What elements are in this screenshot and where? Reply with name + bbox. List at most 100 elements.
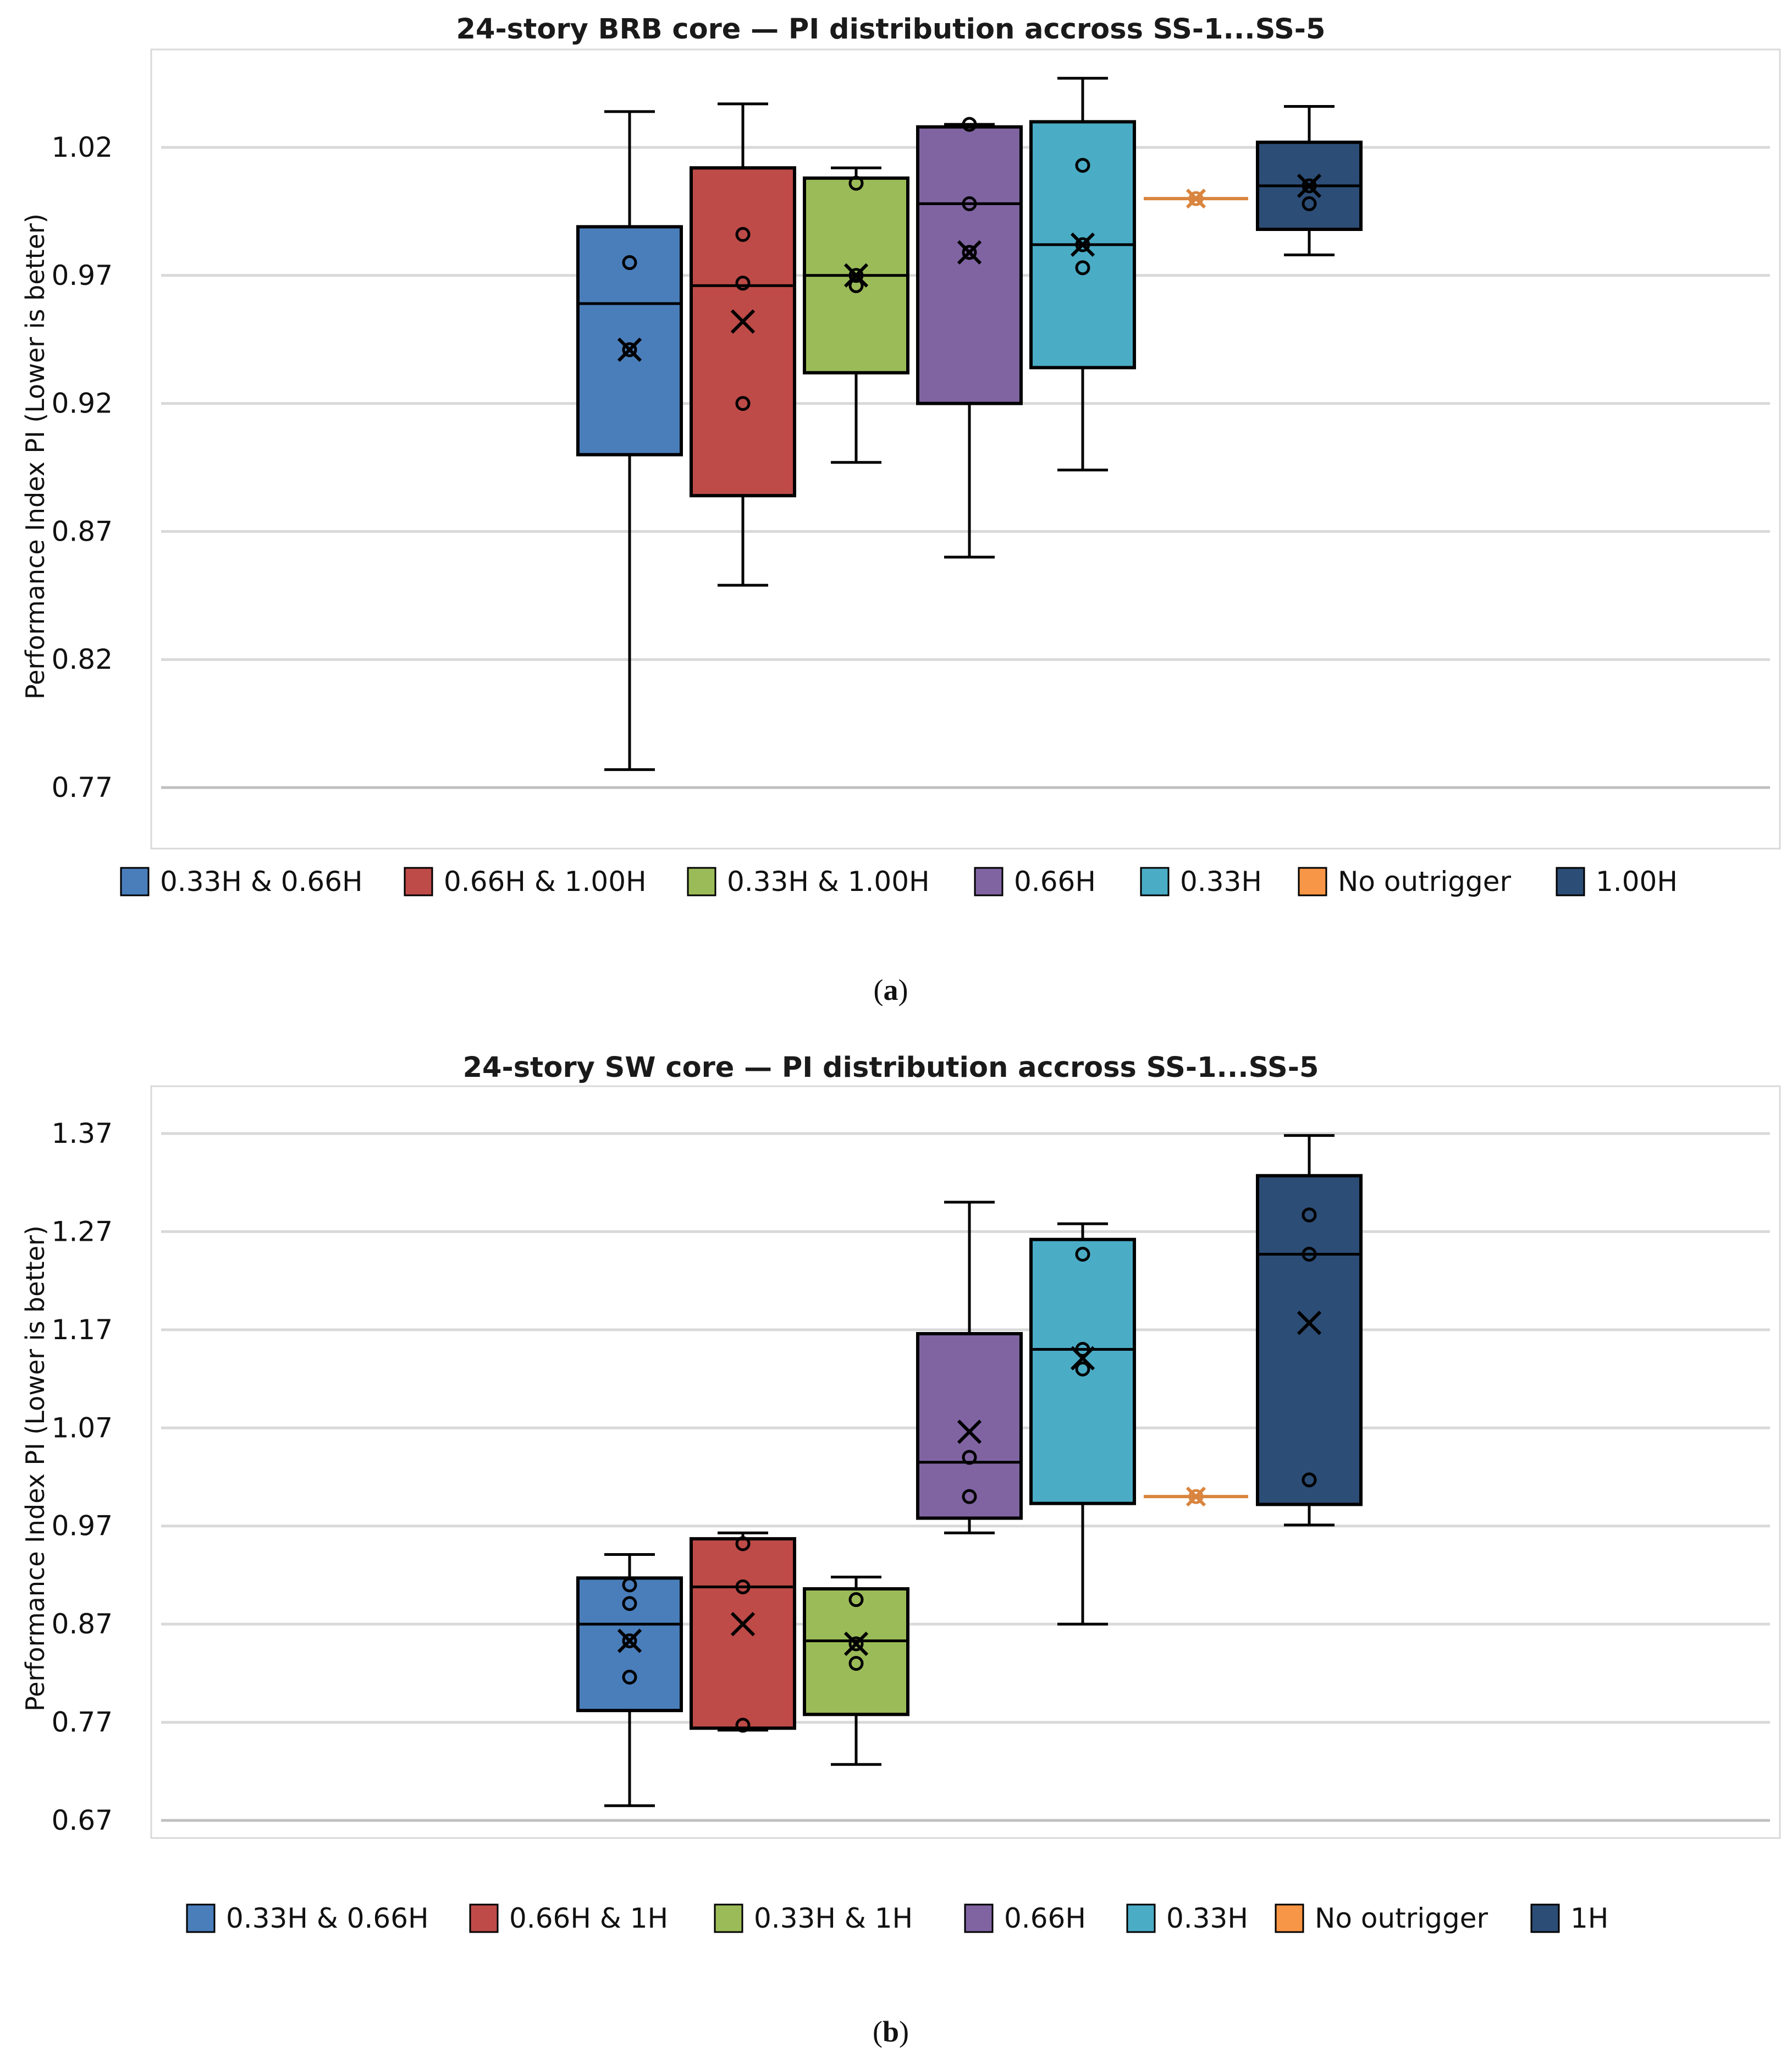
data-point xyxy=(735,1579,751,1594)
data-point xyxy=(962,196,977,211)
legend-label: 0.66H xyxy=(1014,866,1096,898)
legend-label: No outrigger xyxy=(1315,1902,1488,1934)
caption-b: (b) xyxy=(873,2015,909,2048)
data-point xyxy=(962,1450,977,1465)
legend-swatch xyxy=(1298,867,1327,896)
data-point xyxy=(1302,1207,1317,1223)
chart-title-b: 24-story SW core — PI distribution accro… xyxy=(463,1052,1319,1084)
mean-marker xyxy=(843,263,869,288)
legend-swatch xyxy=(964,1903,994,1933)
mean-marker xyxy=(1297,173,1322,198)
plot-frame-a xyxy=(150,48,1781,850)
y-tick-label: 0.77 xyxy=(52,1707,113,1738)
y-tick-label: 1.37 xyxy=(52,1118,113,1149)
data-point xyxy=(735,396,751,411)
data-point xyxy=(848,268,864,283)
box-0-66h xyxy=(916,117,1023,559)
data-point xyxy=(622,255,637,271)
legend-label: No outrigger xyxy=(1338,866,1511,898)
caption-a: (a) xyxy=(874,973,908,1006)
box-body xyxy=(690,166,796,498)
legend-item: 0.66H xyxy=(964,1902,1086,1934)
box-0-33h-1-00h xyxy=(803,166,909,464)
y-tick-label: 1.17 xyxy=(52,1314,113,1346)
box-body xyxy=(803,1587,909,1716)
data-point xyxy=(1075,158,1090,173)
legend-item: 1H xyxy=(1530,1902,1608,1934)
data-point xyxy=(622,1577,637,1593)
data-point xyxy=(735,227,751,242)
legend-item: 1.00H xyxy=(1556,866,1678,898)
y-tick-label: 1.02 xyxy=(52,131,113,163)
chart-a: 24-story BRB core — PI distribution accr… xyxy=(20,13,1781,898)
box-0-33h xyxy=(1029,76,1136,472)
legend-label: 0.33H & 1.00H xyxy=(727,866,930,898)
mean-marker xyxy=(957,1419,982,1444)
legend-item: 0.33H xyxy=(1140,866,1262,898)
data-point xyxy=(1302,1472,1317,1488)
legend-item: 0.66H & 1.00H xyxy=(404,866,647,898)
data-point xyxy=(1075,260,1090,276)
legend-swatch xyxy=(186,1903,216,1933)
box-body xyxy=(1256,1174,1363,1506)
box-body xyxy=(916,1331,1023,1520)
legend-swatch xyxy=(1530,1903,1560,1933)
mean-marker xyxy=(957,240,982,265)
box-body xyxy=(1029,1237,1136,1505)
legend-item: No outrigger xyxy=(1298,866,1511,898)
mean-marker xyxy=(617,1628,642,1653)
mean-marker xyxy=(1297,1311,1322,1335)
legend-swatch xyxy=(714,1903,743,1933)
mean-marker xyxy=(1186,1487,1206,1507)
data-point xyxy=(622,1669,637,1685)
box-0-66h-1h xyxy=(690,1531,796,1733)
legend-swatch xyxy=(687,867,716,896)
mean-marker xyxy=(1186,188,1206,209)
plot-frame-b xyxy=(150,1085,1781,1839)
legend-label: 1H xyxy=(1570,1902,1608,1934)
box-body xyxy=(690,1537,796,1730)
legend-swatch xyxy=(974,867,1003,896)
legend-item: 0.33H & 1.00H xyxy=(687,866,930,898)
data-point xyxy=(962,117,977,132)
legend-label: 0.33H xyxy=(1180,866,1262,898)
box-no-outrigger xyxy=(1144,1487,1248,1507)
chart-title-a: 24-story BRB core — PI distribution accr… xyxy=(456,13,1326,46)
box-1-00h xyxy=(1256,105,1363,257)
legend-item: 0.33H xyxy=(1126,1902,1248,1934)
box-0-33h xyxy=(1029,1222,1136,1626)
legend-label: 0.33H & 1H xyxy=(754,1902,913,1934)
legend-swatch xyxy=(404,867,433,896)
legend-label: 0.66H & 1H xyxy=(509,1902,668,1934)
box-0-66h-1-00h xyxy=(690,102,796,587)
legend-label: 0.66H & 1.00H xyxy=(444,866,647,898)
legend-item: 0.33H & 1H xyxy=(714,1902,913,1934)
box-0-33h-0-66h xyxy=(576,110,683,771)
legend-item: 0.33H & 0.66H xyxy=(186,1902,429,1934)
mean-marker xyxy=(730,309,756,334)
data-point xyxy=(622,1596,637,1611)
legend-label: 1.00H xyxy=(1596,866,1678,898)
caption-a-letter: a xyxy=(884,973,898,1006)
data-point xyxy=(1075,237,1090,252)
mean-marker xyxy=(1070,232,1095,257)
data-point xyxy=(1075,1361,1090,1377)
box-1h xyxy=(1256,1134,1363,1527)
data-point xyxy=(962,245,977,260)
y-tick-label: 1.07 xyxy=(52,1412,113,1444)
y-axis-label-b: Performance Index PI (Lower is better) xyxy=(20,1225,50,1712)
data-point xyxy=(735,276,751,291)
legend-item: No outrigger xyxy=(1275,1902,1488,1934)
data-point xyxy=(848,1636,864,1652)
y-tick-label: 0.87 xyxy=(52,1608,113,1640)
chart-b: 24-story SW core — PI distribution accro… xyxy=(20,1052,1781,1934)
legend-item: 0.66H & 1H xyxy=(469,1902,668,1934)
mean-marker xyxy=(1070,1346,1095,1371)
data-point xyxy=(1075,1342,1090,1357)
legend-swatch xyxy=(1275,1903,1304,1933)
box-body xyxy=(916,125,1023,405)
y-tick-label: 0.67 xyxy=(52,1804,113,1836)
box-0-33h-0-66h xyxy=(576,1553,683,1807)
box-body xyxy=(576,1576,683,1713)
